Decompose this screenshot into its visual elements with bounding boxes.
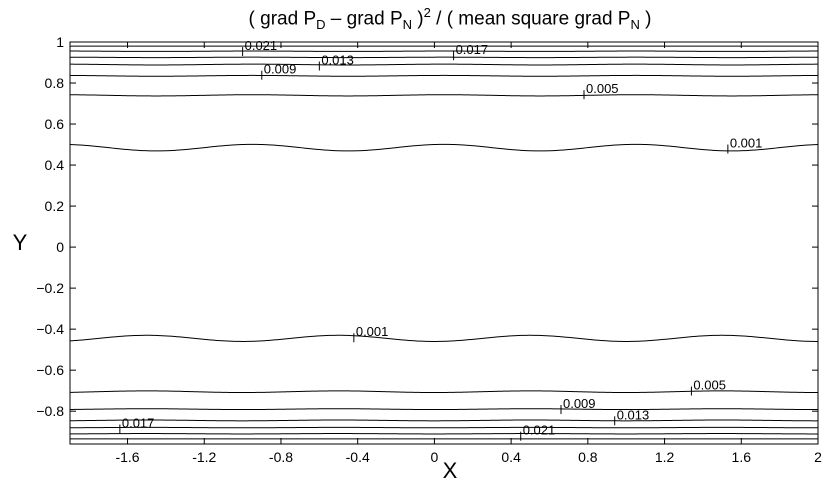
y-tick-label-9: 1	[56, 34, 64, 50]
contour-label-4: 0.005	[586, 81, 619, 96]
y-tick-label-6: 0.4	[45, 157, 65, 173]
y-tick-label-1: −0.6	[36, 362, 64, 378]
x-tick-label-8: 1.6	[732, 449, 752, 465]
contour-line-2	[69, 74, 819, 77]
y-tick-label-4: 0	[56, 239, 64, 255]
contour-line-3	[69, 63, 819, 66]
contour-line-0	[69, 143, 819, 152]
contour-label-6: 0.001	[356, 324, 389, 339]
contour-line-8	[69, 390, 818, 394]
plot-frame	[69, 41, 819, 445]
chart-title: ( grad PD – grad PN )2 / ( mean square g…	[248, 5, 652, 33]
x-axis-label: X	[442, 458, 458, 483]
y-tick-label-8: 0.8	[45, 75, 65, 91]
x-tick-label-4: 0	[431, 449, 439, 465]
x-tick-label-9: 2	[814, 449, 822, 465]
contour-line-7	[69, 334, 819, 342]
x-tick-label-2: -0.8	[269, 449, 293, 465]
y-tick-label-7: 0.6	[45, 116, 65, 132]
contour-labels: 0.021 0.017 0.013 0.009 0.005 0.001 0.001 0.005…	[119, 38, 763, 441]
x-tick-label-6: 0.8	[578, 449, 598, 465]
y-tick-label-0: −0.8	[36, 403, 64, 419]
contour-label-3: 0.009	[264, 62, 297, 77]
x-tick-label-1: -1.2	[192, 449, 216, 465]
y-axis-label: Y	[12, 230, 28, 255]
x-tick-label-3: -0.4	[346, 449, 370, 465]
x-tick-label-0: -1.6	[115, 449, 139, 465]
y-tick-label-3: −0.2	[36, 280, 64, 296]
x-tick-label-7: 1.2	[655, 449, 675, 465]
y-tick-label-5: 0.2	[45, 198, 65, 214]
contour-label-5: 0.001	[730, 136, 763, 151]
contour-label-9: 0.013	[617, 407, 650, 422]
contour-line-1	[69, 94, 819, 97]
contour-label-0: 0.021	[245, 38, 278, 53]
x-tick-label-5: 0.4	[501, 449, 521, 465]
contour-label-1: 0.017	[456, 42, 489, 57]
contour-lines	[69, 45, 819, 440]
contour-label-7: 0.005	[693, 378, 726, 393]
contour-label-2: 0.013	[321, 52, 354, 67]
axes: -1.6 -1.2 -0.8 -0.4 0 0.4 0.8 1.2 1.6 2 −0.8 −0.6 −0…	[36, 34, 822, 465]
contour-line-9	[69, 408, 818, 411]
contour-label-10: 0.017	[122, 416, 155, 431]
contour-label-11: 0.021	[523, 423, 556, 438]
y-tick-label-2: −0.4	[36, 321, 64, 337]
contour-line-10	[69, 419, 818, 422]
contour-label-8: 0.009	[563, 396, 596, 411]
